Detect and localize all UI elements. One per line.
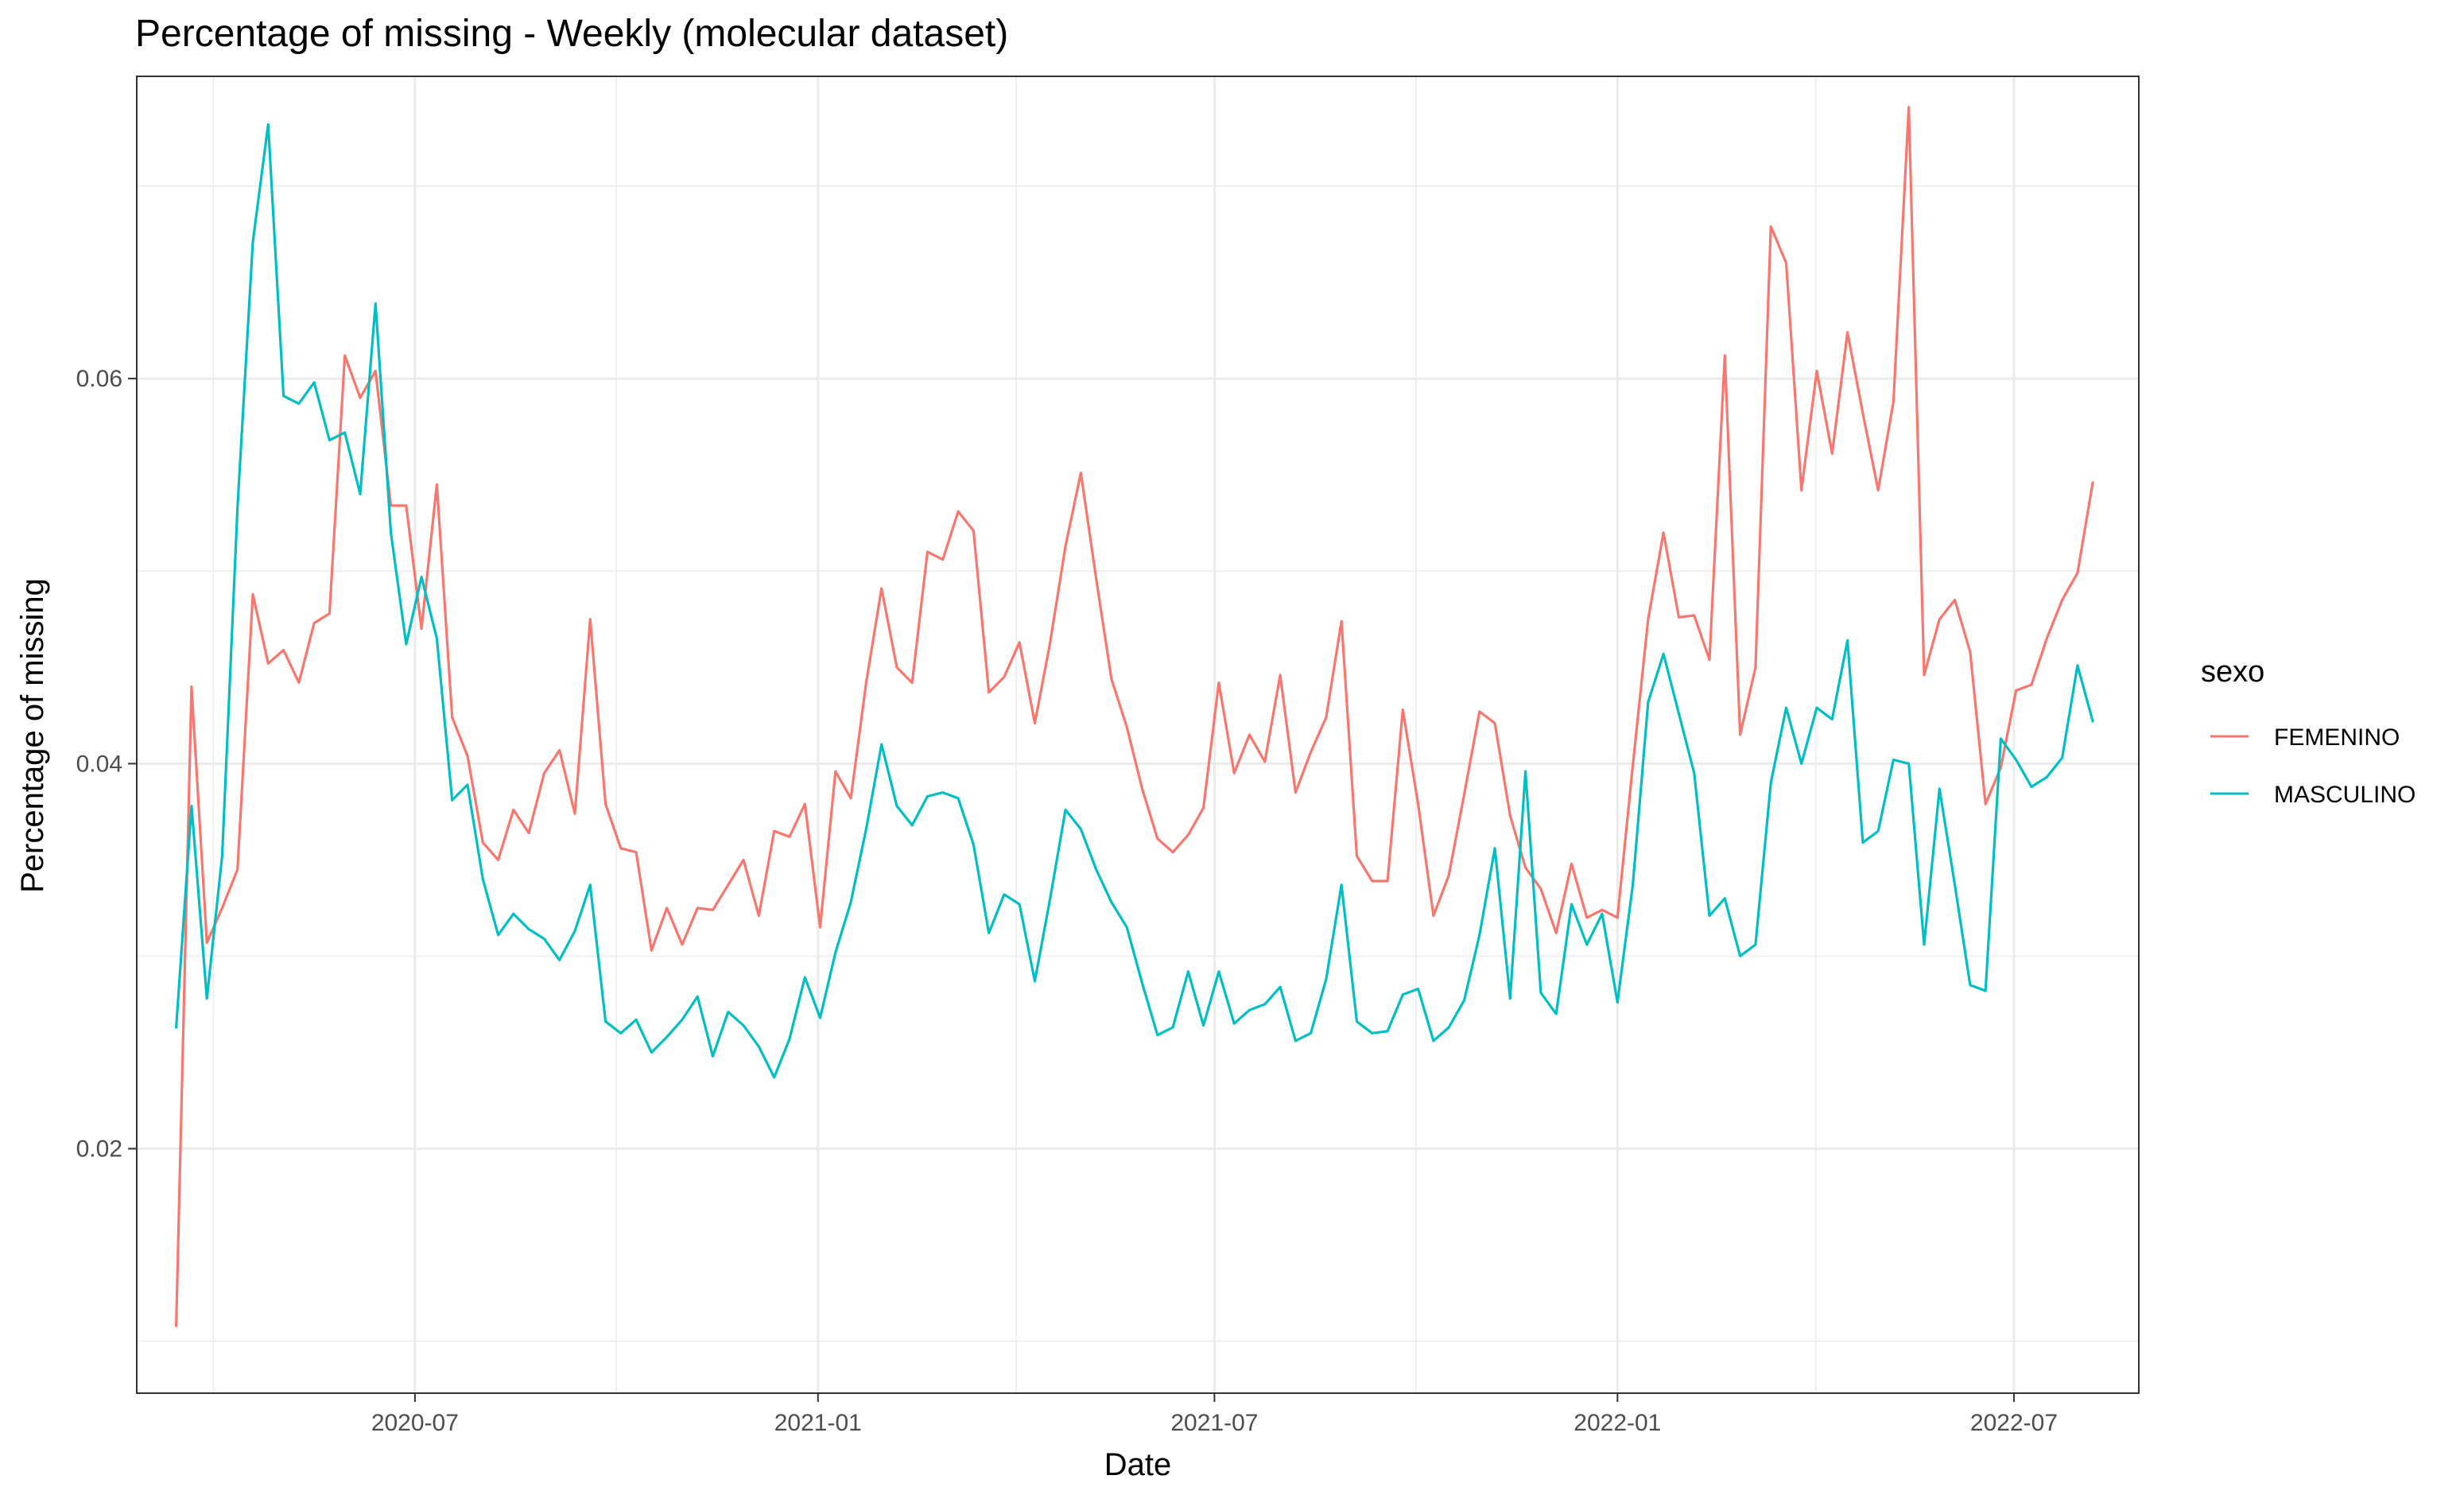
x-tick-label: 2020-07 <box>371 1410 459 1436</box>
y-tick-label: 0.04 <box>76 751 122 777</box>
y-axis-title: Percentage of missing <box>15 578 50 893</box>
series-line-femenino <box>175 106 2094 1327</box>
legend-label-femenino: FEMENINO <box>2274 724 2400 751</box>
legend: sexo FEMENINO MASCULINO <box>2201 655 2415 808</box>
x-tick-label: 2022-07 <box>1970 1410 2058 1436</box>
grid-lines <box>137 76 2139 1393</box>
legend-label-masculino: MASCULINO <box>2274 782 2415 808</box>
series-lines <box>175 106 2094 1327</box>
x-tick-label: 2021-07 <box>1170 1410 1258 1436</box>
y-tick-label: 0.06 <box>76 366 122 392</box>
x-axis-title: Date <box>1104 1447 1172 1482</box>
axis-ticks: 0.02 0.04 0.06 2020-07 2021-01 2021-07 2022-01… <box>76 366 2058 1436</box>
series-line-masculino <box>175 122 2094 1079</box>
legend-title: sexo <box>2201 655 2264 689</box>
chart-title: Percentage of missing - Weekly (molecula… <box>135 13 1008 55</box>
plot-panel-border <box>136 76 2140 1394</box>
y-tick-label: 0.02 <box>76 1136 122 1163</box>
x-tick-label: 2021-01 <box>774 1410 862 1436</box>
x-tick-label: 2022-01 <box>1573 1410 1661 1436</box>
